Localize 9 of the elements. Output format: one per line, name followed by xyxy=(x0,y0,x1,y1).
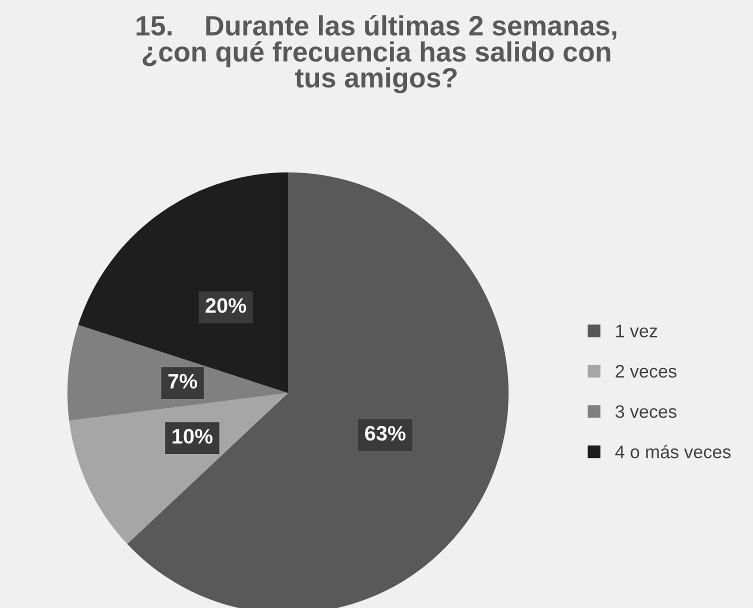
legend-label: 3 veces xyxy=(616,405,676,418)
legend-label: 2 veces xyxy=(616,364,676,378)
data-label: 7% xyxy=(168,374,198,389)
legend-label: 4 o más veces xyxy=(615,444,731,458)
data-label: 10% xyxy=(172,428,212,444)
data-label: 20% xyxy=(206,298,246,313)
chart-title: 15. Durante las últimas 2 semanas, ¿con qué frecuencia has salido con tus amigos? xyxy=(136,14,616,94)
data-label: 63% xyxy=(365,426,406,441)
legend-label: 1 vez xyxy=(616,324,658,338)
